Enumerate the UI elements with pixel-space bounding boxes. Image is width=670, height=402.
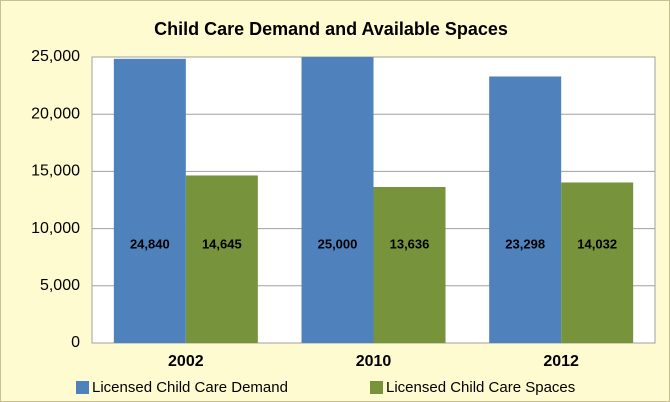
data-label: 23,298: [505, 236, 545, 251]
y-tick-label: 5,000: [40, 277, 80, 294]
legend-label: Licensed Child Care Spaces: [386, 379, 575, 396]
bar: [185, 175, 258, 343]
x-tick-label: 2002: [168, 353, 204, 370]
data-label: 14,645: [202, 236, 242, 251]
data-label: 25,000: [318, 236, 358, 251]
x-tick-label: 2012: [543, 353, 579, 370]
bar: [561, 182, 634, 343]
bar: [301, 57, 374, 343]
x-tick-label: 2010: [356, 353, 392, 370]
y-tick-label: 0: [71, 334, 80, 351]
y-tick-label: 15,000: [31, 163, 80, 180]
bar: [489, 76, 562, 343]
legend-label: Licensed Child Care Demand: [92, 379, 288, 396]
y-tick-label: 25,000: [31, 48, 80, 65]
data-label: 14,032: [577, 236, 617, 251]
legend-swatch: [370, 381, 383, 394]
data-label: 13,636: [390, 236, 430, 251]
data-label: 24,840: [130, 236, 170, 251]
chart-title: Child Care Demand and Available Spaces: [154, 19, 508, 39]
bar: [113, 58, 186, 344]
y-tick-label: 10,000: [31, 220, 80, 237]
y-tick-label: 20,000: [31, 105, 80, 122]
bar: [373, 187, 446, 343]
legend-swatch: [76, 381, 89, 394]
